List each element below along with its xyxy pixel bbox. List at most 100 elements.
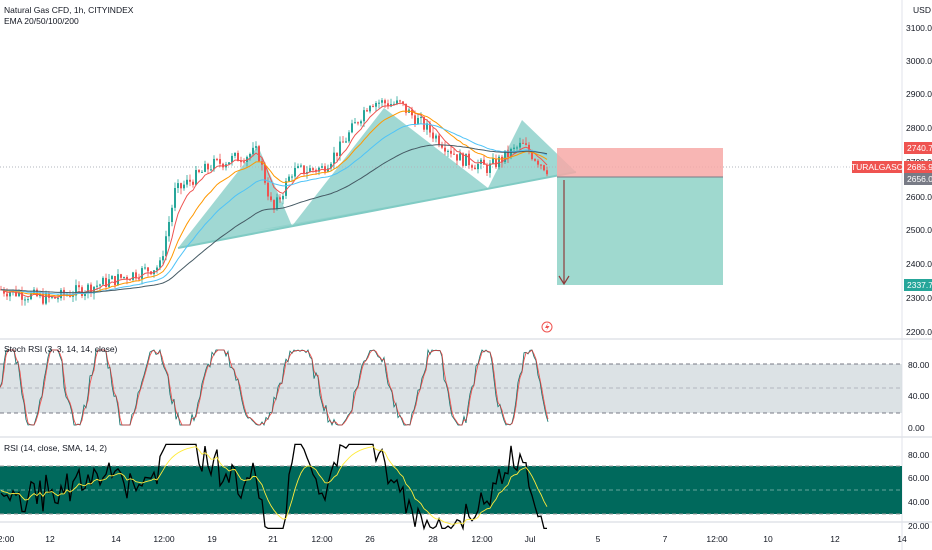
candle-body[interactable] [222, 163, 224, 168]
candle-body[interactable] [351, 123, 353, 133]
symbol-title[interactable]: Natural Gas CFD, 1h, CITYINDEX [4, 5, 134, 15]
candle-body[interactable] [147, 267, 149, 272]
candle-body[interactable] [51, 296, 53, 298]
candle-body[interactable] [228, 162, 230, 165]
candle-body[interactable] [486, 164, 488, 173]
candle-body[interactable] [336, 152, 338, 157]
candle-body[interactable] [405, 103, 407, 113]
candle-body[interactable] [387, 103, 389, 107]
candle-body[interactable] [393, 103, 395, 105]
candle-body[interactable] [144, 267, 146, 269]
candle-body[interactable] [72, 295, 74, 297]
candle-body[interactable] [240, 161, 242, 163]
candle-body[interactable] [372, 105, 374, 107]
candle-body[interactable] [459, 153, 461, 161]
candle-body[interactable] [357, 122, 359, 124]
candle-body[interactable] [243, 161, 245, 163]
candle-body[interactable] [369, 105, 371, 112]
candle-body[interactable] [261, 161, 263, 165]
candle-body[interactable] [159, 260, 161, 268]
candle-body[interactable] [396, 100, 398, 104]
candle-body[interactable] [96, 285, 98, 287]
candle-body[interactable] [519, 142, 521, 148]
candle-body[interactable] [513, 147, 515, 149]
candle-body[interactable] [117, 274, 119, 286]
candle-body[interactable] [381, 100, 383, 103]
candle-body[interactable] [252, 147, 254, 155]
candle-body[interactable] [495, 158, 497, 168]
candle-body[interactable] [282, 195, 284, 200]
candle-body[interactable] [129, 279, 131, 281]
candle-body[interactable] [45, 293, 47, 304]
candle-body[interactable] [327, 168, 329, 172]
candle-body[interactable] [171, 207, 173, 223]
candle-body[interactable] [510, 148, 512, 158]
candle-body[interactable] [279, 197, 281, 200]
candle-body[interactable] [255, 146, 257, 148]
candle-body[interactable] [399, 100, 401, 102]
price-plot-area[interactable] [0, 96, 548, 306]
candle-body[interactable] [138, 278, 140, 280]
candle-body[interactable] [450, 150, 452, 154]
candle-body[interactable] [474, 167, 476, 170]
dividend-lightning-icon[interactable] [541, 321, 553, 333]
candle-body[interactable] [132, 272, 134, 280]
candle-body[interactable] [75, 285, 77, 296]
rsi-plot[interactable] [0, 443, 548, 531]
candle-body[interactable] [354, 122, 356, 124]
candle-body[interactable] [423, 117, 425, 130]
candle-body[interactable] [426, 123, 428, 130]
candle-body[interactable] [285, 181, 287, 196]
candle-body[interactable] [471, 165, 473, 168]
candle-body[interactable] [447, 150, 449, 152]
candle-body[interactable] [42, 293, 44, 304]
candle-body[interactable] [27, 299, 29, 301]
candle-body[interactable] [114, 276, 116, 286]
time-axis[interactable]: 2:00 12 14 12:00 19 21 12:00 26 28 12:00… [0, 534, 907, 544]
candle-body[interactable] [321, 166, 323, 168]
candle-body[interactable] [81, 287, 83, 297]
candle-body[interactable] [264, 164, 266, 183]
candle-body[interactable] [273, 200, 275, 209]
candle-body[interactable] [213, 158, 215, 170]
candle-body[interactable] [315, 169, 317, 172]
candle-body[interactable] [99, 284, 101, 286]
candle-body[interactable] [525, 143, 527, 145]
candle-body[interactable] [492, 158, 494, 164]
candle-body[interactable] [165, 236, 167, 257]
candle-body[interactable] [258, 146, 260, 162]
candle-body[interactable] [453, 153, 455, 155]
candle-body[interactable] [531, 151, 533, 160]
candle-body[interactable] [216, 158, 218, 160]
candle-body[interactable] [318, 167, 320, 172]
candle-body[interactable] [291, 176, 293, 178]
candle-body[interactable] [237, 152, 239, 162]
candle-body[interactable] [360, 121, 362, 124]
candle-body[interactable] [300, 165, 302, 167]
ema-indicator-label[interactable]: EMA 20/50/100/200 [4, 16, 79, 26]
candle-body[interactable] [417, 117, 419, 125]
candle-body[interactable] [339, 141, 341, 157]
candle-body[interactable] [18, 292, 20, 297]
stoch-rsi-label[interactable]: Stoch RSI (3, 3, 14, 14, close) [4, 344, 118, 354]
candle-body[interactable] [174, 188, 176, 208]
candle-body[interactable] [468, 153, 470, 166]
candle-body[interactable] [195, 170, 197, 185]
candle-body[interactable] [186, 179, 188, 185]
candle-body[interactable] [6, 293, 8, 297]
candle-body[interactable] [537, 160, 539, 165]
candle-body[interactable] [57, 298, 59, 300]
candle-body[interactable] [540, 164, 542, 166]
candle-body[interactable] [219, 159, 221, 164]
candle-body[interactable] [204, 163, 206, 172]
candle-body[interactable] [483, 159, 485, 165]
stop-loss-zone[interactable] [557, 148, 723, 177]
candle-body[interactable] [249, 154, 251, 157]
candle-body[interactable] [207, 163, 209, 170]
candle-body[interactable] [456, 154, 458, 161]
candle-body[interactable] [87, 284, 89, 293]
candle-body[interactable] [84, 292, 86, 297]
candle-body[interactable] [384, 100, 386, 104]
candle-body[interactable] [438, 135, 440, 145]
candle-body[interactable] [411, 109, 413, 116]
